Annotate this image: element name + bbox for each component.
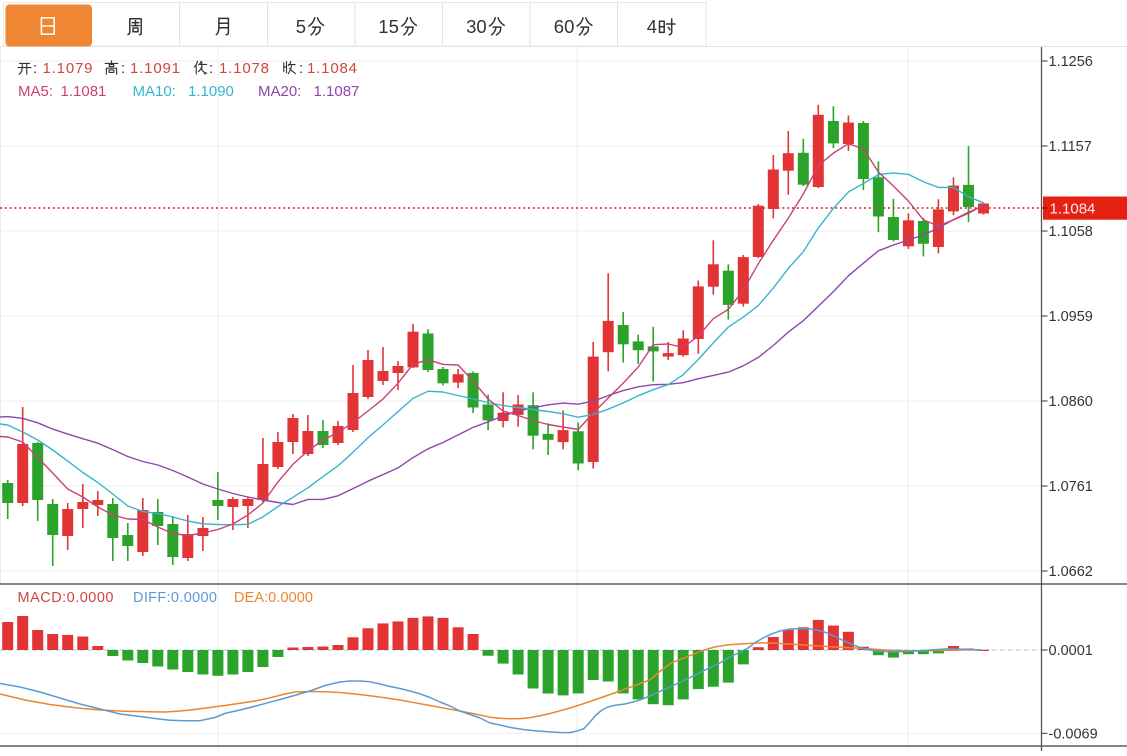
svg-text::: : (299, 60, 303, 77)
svg-text::: : (33, 60, 37, 77)
svg-text:MACD:0.0000: MACD:0.0000 (18, 590, 114, 606)
svg-text:1.1091: 1.1091 (130, 60, 180, 77)
svg-text:1.1058: 1.1058 (1049, 224, 1093, 240)
svg-text:5: 5 (296, 16, 306, 37)
svg-text:DIFF:0.0000: DIFF:0.0000 (133, 590, 217, 606)
svg-text::: : (209, 60, 213, 77)
svg-text:1.1079: 1.1079 (43, 60, 93, 77)
svg-text:1.1078: 1.1078 (219, 60, 269, 77)
svg-text:1.0761: 1.0761 (1049, 479, 1093, 495)
svg-text:MA5:: MA5: (18, 83, 53, 100)
svg-text:MA20:: MA20: (258, 83, 301, 100)
svg-text:1.1256: 1.1256 (1049, 54, 1093, 70)
svg-text:1.1157: 1.1157 (1049, 139, 1092, 155)
svg-text:1.0860: 1.0860 (1049, 394, 1093, 410)
svg-text:1.1090: 1.1090 (188, 83, 234, 100)
svg-text:30: 30 (466, 16, 487, 37)
svg-text:MA10:: MA10: (133, 83, 176, 100)
svg-text:-0.0069: -0.0069 (1049, 726, 1098, 742)
svg-text::: : (121, 60, 125, 77)
svg-text:15: 15 (378, 16, 399, 37)
svg-text:1.1084: 1.1084 (1050, 200, 1096, 217)
svg-text:1.1081: 1.1081 (61, 83, 107, 100)
svg-text:1.1087: 1.1087 (314, 83, 360, 100)
svg-text:1.1084: 1.1084 (307, 60, 357, 77)
svg-text:60: 60 (554, 16, 575, 37)
svg-text:4: 4 (647, 16, 657, 37)
svg-text:DEA:0.0000: DEA:0.0000 (234, 590, 313, 606)
svg-text:0.0001: 0.0001 (1049, 643, 1093, 659)
svg-text:1.0959: 1.0959 (1049, 309, 1093, 325)
svg-text:1.0662: 1.0662 (1049, 564, 1093, 580)
